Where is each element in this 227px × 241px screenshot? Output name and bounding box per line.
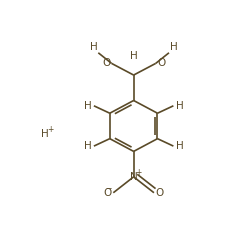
Text: H: H (129, 51, 137, 61)
Text: O: O (156, 58, 165, 68)
Text: N: N (129, 172, 137, 182)
Text: H: H (175, 141, 183, 151)
Text: −: − (105, 184, 111, 193)
Text: O: O (103, 188, 111, 198)
Text: H: H (84, 101, 91, 111)
Text: H: H (169, 42, 177, 52)
Text: O: O (155, 188, 163, 198)
Text: +: + (134, 168, 141, 177)
Text: O: O (101, 58, 110, 68)
Text: H: H (84, 141, 91, 151)
Text: H: H (89, 42, 97, 52)
Text: +: + (47, 125, 54, 134)
Text: H: H (41, 129, 49, 139)
Text: H: H (175, 101, 183, 111)
